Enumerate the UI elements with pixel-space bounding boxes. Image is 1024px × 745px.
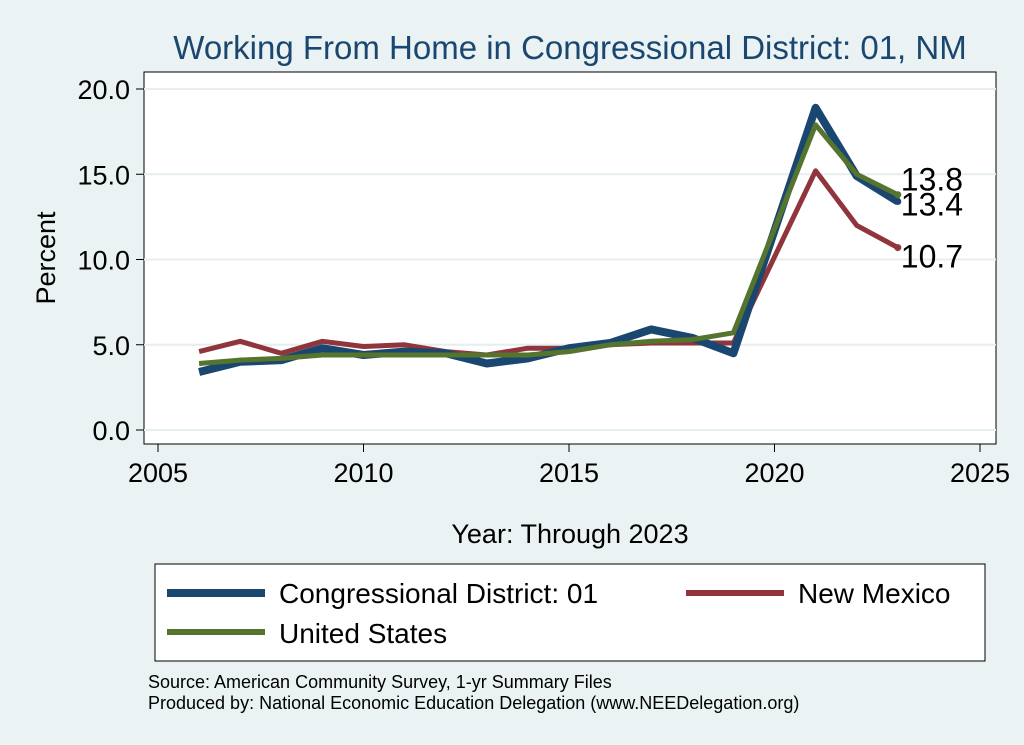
y-tick-label: 0.0 <box>92 416 130 446</box>
y-tick-label: 10.0 <box>77 246 130 276</box>
plot-area <box>143 71 997 445</box>
x-tick-label: 2020 <box>744 458 804 488</box>
legend-label-district: Congressional District: 01 <box>279 578 598 609</box>
series-endpoint-new-mexico <box>894 244 902 252</box>
x-tick-label: 2025 <box>950 458 1010 488</box>
end-label-new-mexico: 10.7 <box>901 239 963 275</box>
series-line-district <box>198 103 900 376</box>
series-line-united-states <box>198 122 899 366</box>
end-label-district: 13.4 <box>901 187 963 223</box>
x-tick-label: 2005 <box>128 458 188 488</box>
x-tick-label: 2010 <box>333 458 393 488</box>
x-tick-label: 2015 <box>539 458 599 488</box>
chart-title: Working From Home in Congressional Distr… <box>173 29 966 66</box>
legend-entry-district: Congressional District: 01 <box>167 578 598 609</box>
x-axis-label: Year: Through 2023 <box>451 519 688 549</box>
y-axis-label: Percent <box>31 211 61 305</box>
y-tick-label: 5.0 <box>92 331 130 361</box>
legend-label-new-mexico: New Mexico <box>798 578 950 609</box>
y-tick-label: 15.0 <box>77 160 130 190</box>
legend-entry-united-states: United States <box>167 618 447 649</box>
end-labels: 13.4 10.7 13.8 <box>901 162 963 275</box>
series-line-new-mexico <box>198 168 899 358</box>
y-tick-label: 20.0 <box>77 75 130 105</box>
legend-box <box>154 563 986 662</box>
produced-by-note: Produced by: National Economic Education… <box>148 693 799 713</box>
series-lines <box>198 103 902 376</box>
legend-label-united-states: United States <box>279 618 447 649</box>
axes: 0.0 5.0 10.0 15.0 20.0 2005 2010 2015 2020 2025 <box>77 75 1010 488</box>
end-label-united-states: 13.8 <box>901 162 963 198</box>
series-endpoint-district <box>894 198 902 206</box>
legend-entry-new-mexico: New Mexico <box>686 578 950 609</box>
series-endpoint-united-states <box>894 191 902 199</box>
source-note: Source: American Community Survey, 1-yr … <box>148 672 612 692</box>
